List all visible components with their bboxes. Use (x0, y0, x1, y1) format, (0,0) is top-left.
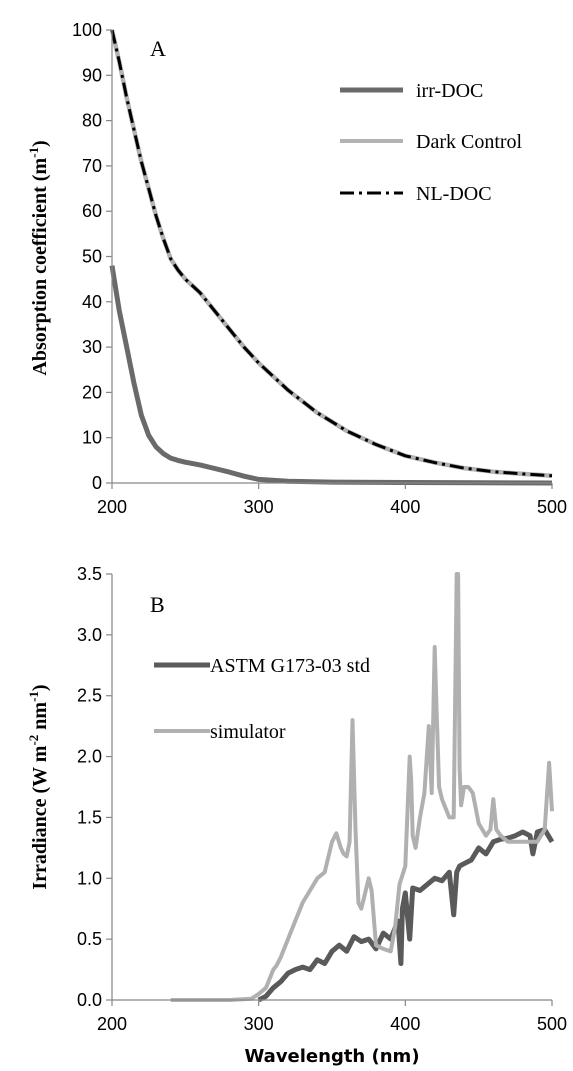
y-tick-label: 20 (82, 382, 102, 402)
panel-b-y-axis-label: Irradiance (W m-2 nm-1) (26, 684, 51, 889)
y-tick-label: 10 (82, 428, 102, 448)
x-tick-label: 400 (390, 1014, 420, 1034)
y-tick-label: 3.0 (77, 625, 102, 645)
legend-label-nl-doc: NL-DOC (416, 183, 492, 205)
y-tick-label: 0 (92, 473, 102, 493)
x-tick-label: 300 (244, 497, 274, 517)
series-line-nl-doc (110, 29, 553, 478)
y-tick-label: 90 (82, 65, 102, 85)
legend-label-simulator: simulator (210, 721, 286, 743)
x-tick-label: 400 (390, 497, 420, 517)
x-tick-label: 200 (97, 1014, 127, 1034)
panel-a-x-ticks: 200 300 400 500 (97, 483, 567, 517)
panel-a-legend: irr-DOC Dark Control NL-DOC (340, 80, 523, 205)
panel-b-series-group (170, 572, 555, 1003)
y-tick-label: 1.0 (77, 868, 102, 888)
x-tick-label: 300 (244, 1014, 274, 1034)
panel-a-y-axis-label: Absorption coefficient (m-1) (26, 140, 51, 375)
y-tick-label: 100 (72, 20, 102, 40)
panel-a-series-group (109, 29, 553, 486)
y-tick-label: 1.5 (77, 807, 102, 827)
y-tick-label: 2.5 (77, 686, 102, 706)
y-tick-label: 3.5 (77, 564, 102, 584)
legend-label-dark-control: Dark Control (416, 131, 523, 153)
panel-b-y-ticks: 0.0 0.5 1.0 1.5 2.0 2.5 3.0 3.5 (77, 564, 112, 1010)
panel-a-chart: 0 10 20 30 40 50 60 70 80 90 100 200 300 400 500 A Ab… (26, 20, 567, 517)
x-tick-label: 500 (537, 1014, 567, 1034)
y-tick-label: 60 (82, 201, 102, 221)
panel-b-x-axis-label: Wavelength (nm) (244, 1046, 419, 1067)
y-tick-label: 80 (82, 111, 102, 131)
y-tick-label: 0.5 (77, 929, 102, 949)
x-tick-label: 500 (537, 497, 567, 517)
y-tick-label: 2.0 (77, 747, 102, 767)
x-tick-label: 200 (97, 497, 127, 517)
legend-label-irr-doc: irr-DOC (416, 80, 483, 102)
y-tick-label: 40 (82, 292, 102, 312)
y-tick-label: 30 (82, 337, 102, 357)
series-line-irr-doc (109, 265, 553, 486)
panel-b-x-ticks: 200 300 400 500 (97, 1000, 567, 1034)
y-tick-label: 50 (82, 247, 102, 267)
y-tick-label: 0.0 (77, 990, 102, 1010)
panel-b-label: B (150, 592, 165, 617)
series-line-dark-control (109, 29, 553, 479)
panel-b-legend: ASTM G173-03 std simulator (154, 655, 370, 743)
legend-label-astm: ASTM G173-03 std (210, 655, 370, 677)
panel-a-label: A (150, 36, 166, 61)
y-tick-label: 70 (82, 156, 102, 176)
panel-a-y-ticks: 0 10 20 30 40 50 60 70 80 90 100 (72, 20, 112, 493)
series-line-simulator (170, 572, 554, 1002)
panel-b-chart: 0.00.51.01.52.02.53.03.5 200 300 400 500 B … (26, 564, 567, 1067)
